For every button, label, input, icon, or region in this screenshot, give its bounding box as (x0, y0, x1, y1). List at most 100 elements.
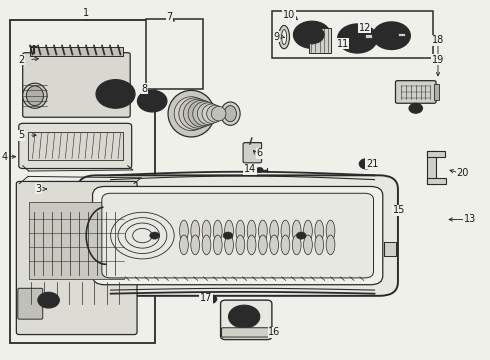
Ellipse shape (224, 105, 237, 122)
FancyBboxPatch shape (18, 288, 43, 319)
FancyBboxPatch shape (93, 186, 383, 285)
Circle shape (144, 95, 161, 108)
Bar (434, 84, 439, 100)
Text: 21: 21 (366, 159, 378, 169)
Text: 20: 20 (456, 168, 468, 178)
Circle shape (344, 29, 370, 48)
Bar (29, 202, 124, 279)
Ellipse shape (207, 105, 224, 122)
Bar (427, 178, 446, 184)
Text: 15: 15 (392, 206, 405, 216)
Bar (427, 151, 445, 157)
Ellipse shape (179, 98, 211, 129)
Ellipse shape (304, 220, 312, 242)
FancyBboxPatch shape (16, 181, 137, 334)
Circle shape (223, 232, 233, 239)
Text: 1: 1 (83, 8, 89, 18)
Bar (272, 12, 433, 58)
Ellipse shape (282, 30, 287, 45)
Ellipse shape (174, 97, 208, 131)
Ellipse shape (220, 102, 240, 125)
Bar (10, 21, 155, 343)
Circle shape (228, 305, 260, 328)
Ellipse shape (213, 235, 222, 255)
Ellipse shape (211, 107, 226, 121)
Ellipse shape (236, 220, 245, 242)
Ellipse shape (247, 220, 256, 242)
Circle shape (363, 162, 369, 166)
Ellipse shape (188, 100, 215, 127)
Bar (427, 151, 436, 184)
Circle shape (44, 297, 53, 304)
FancyBboxPatch shape (19, 123, 132, 168)
Ellipse shape (168, 90, 215, 137)
Text: 4: 4 (1, 152, 8, 162)
Ellipse shape (202, 104, 221, 123)
Ellipse shape (281, 220, 290, 242)
Ellipse shape (236, 235, 245, 255)
Ellipse shape (202, 235, 211, 255)
Ellipse shape (179, 220, 188, 242)
Ellipse shape (193, 102, 217, 126)
Text: 7: 7 (166, 12, 172, 22)
Ellipse shape (258, 220, 267, 242)
Circle shape (338, 24, 377, 53)
Bar (365, 34, 372, 39)
Ellipse shape (258, 235, 267, 255)
Circle shape (409, 103, 422, 113)
Text: 14: 14 (244, 164, 256, 174)
Ellipse shape (293, 220, 301, 242)
Circle shape (150, 232, 160, 239)
Text: 9: 9 (274, 32, 280, 41)
Ellipse shape (191, 235, 199, 255)
Text: 11: 11 (337, 39, 349, 49)
FancyBboxPatch shape (395, 81, 436, 103)
Circle shape (359, 159, 373, 169)
Bar (30, 47, 123, 56)
Text: 6: 6 (257, 148, 263, 158)
Bar (147, 19, 202, 89)
Circle shape (234, 310, 254, 324)
FancyBboxPatch shape (220, 300, 272, 339)
Circle shape (300, 26, 324, 44)
Bar (384, 242, 396, 256)
Circle shape (138, 90, 167, 112)
Circle shape (205, 295, 217, 303)
Circle shape (208, 297, 214, 301)
Circle shape (38, 292, 59, 308)
FancyBboxPatch shape (221, 328, 271, 337)
Bar (309, 28, 331, 53)
Circle shape (379, 27, 404, 45)
FancyBboxPatch shape (102, 193, 373, 278)
Ellipse shape (270, 220, 278, 242)
Bar (398, 32, 405, 36)
Text: 10: 10 (283, 10, 295, 20)
Text: 2: 2 (18, 55, 24, 65)
Ellipse shape (293, 235, 301, 255)
Ellipse shape (224, 235, 233, 255)
Ellipse shape (197, 103, 220, 125)
Circle shape (96, 80, 135, 108)
FancyBboxPatch shape (23, 53, 130, 117)
Ellipse shape (202, 220, 211, 242)
Circle shape (373, 22, 410, 49)
Ellipse shape (191, 220, 199, 242)
Ellipse shape (326, 235, 335, 255)
Circle shape (294, 21, 331, 48)
FancyBboxPatch shape (243, 143, 262, 163)
Text: 3: 3 (36, 184, 42, 194)
Text: 17: 17 (200, 293, 212, 303)
Ellipse shape (224, 220, 233, 242)
Ellipse shape (183, 99, 213, 128)
Ellipse shape (315, 220, 323, 242)
Ellipse shape (279, 26, 290, 49)
Ellipse shape (270, 235, 278, 255)
Ellipse shape (213, 220, 222, 242)
Text: 19: 19 (432, 55, 444, 65)
Ellipse shape (315, 235, 323, 255)
Text: 5: 5 (18, 130, 24, 140)
Ellipse shape (281, 235, 290, 255)
Ellipse shape (23, 83, 47, 108)
Text: 13: 13 (464, 215, 476, 224)
Text: 16: 16 (268, 327, 280, 337)
